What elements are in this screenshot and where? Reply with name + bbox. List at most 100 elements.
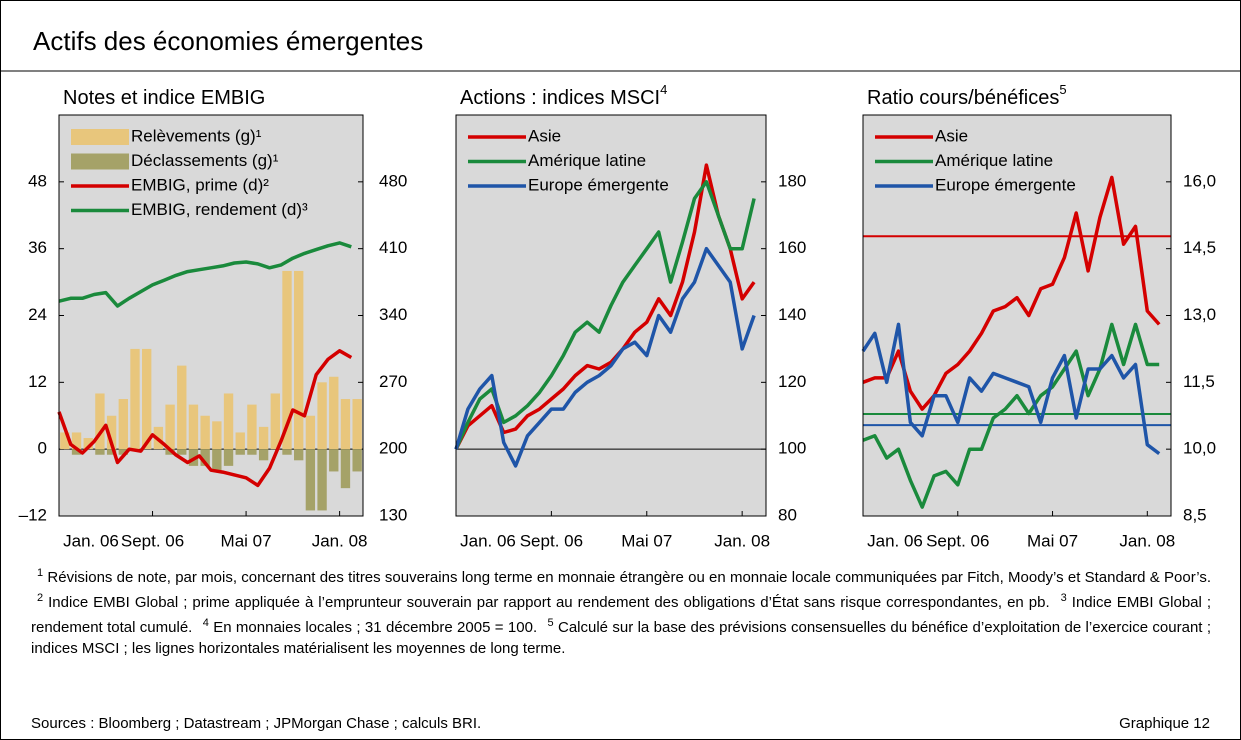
bar	[130, 348, 140, 450]
legend-label: Déclassements (g)¹	[131, 151, 279, 170]
legend-label: Europe émergente	[528, 175, 669, 194]
bar	[352, 449, 362, 472]
legend-label: Amérique latine	[935, 151, 1053, 170]
y-tick-label: 14,5	[1183, 238, 1216, 257]
bar	[282, 449, 292, 455]
y-tick-label: 48	[28, 171, 47, 190]
x-tick-label: Jan. 08	[312, 531, 368, 550]
sources: Sources : Bloomberg ; Datastream ; JPMor…	[31, 715, 482, 732]
bar	[71, 449, 82, 455]
legend-label: Amérique latine	[528, 151, 646, 170]
bar	[223, 393, 234, 450]
bar	[258, 449, 269, 461]
y-tick-label: 24	[28, 305, 47, 324]
bar	[247, 404, 257, 450]
x-tick-label: Sept. 06	[121, 531, 184, 550]
legend-label: Asie	[935, 126, 968, 145]
y2-tick-label: 130	[379, 505, 407, 524]
bar	[282, 270, 292, 450]
y-tick-label: 13,0	[1183, 305, 1216, 324]
bar	[165, 404, 175, 450]
line	[454, 180, 756, 450]
line	[862, 322, 1160, 509]
bar	[188, 404, 199, 450]
y-tick-label: 36	[28, 238, 47, 257]
x-tick-label: Mai 07	[221, 531, 272, 550]
bar	[212, 421, 222, 450]
y-tick-label: –12	[19, 505, 47, 524]
bar	[317, 449, 327, 511]
y-tick-label: 180	[778, 171, 806, 190]
footnote-text: Indice EMBI Global ; rendement total cum…	[31, 594, 1212, 636]
panel-title: Actions : indices MSCI4	[460, 82, 667, 109]
y-tick-label: 0	[38, 439, 47, 458]
footnote-text: Calculé sur la base des prévisions conse…	[31, 619, 1212, 657]
y2-tick-label: 270	[379, 372, 407, 391]
bar	[177, 365, 187, 450]
plot-frame	[862, 114, 1172, 517]
bar	[317, 382, 327, 450]
line	[58, 241, 352, 308]
bar	[235, 432, 245, 450]
footnotes: 1 Révisions de note, par mois, concernan…	[31, 563, 1211, 659]
legend-label: EMBIG, rendement (d)³	[131, 200, 308, 219]
y2-tick-label: 340	[379, 305, 407, 324]
plot-area	[863, 115, 1171, 516]
y2-tick-label: 410	[379, 238, 407, 257]
x-tick-label: Jan. 06	[867, 531, 923, 550]
y2-tick-label: 200	[379, 439, 407, 458]
y-tick-label: 120	[778, 372, 806, 391]
bar	[329, 376, 339, 450]
line	[861, 322, 1161, 456]
x-tick-label: Jan. 06	[460, 531, 516, 550]
x-tick-label: Mai 07	[1027, 531, 1078, 550]
bar	[294, 449, 304, 461]
y2-tick-label: 480	[379, 171, 407, 190]
legend-label: EMBIG, prime (d)²	[131, 175, 269, 194]
x-tick-label: Sept. 06	[520, 531, 583, 550]
plot-frame	[455, 114, 767, 517]
bar	[305, 449, 316, 511]
bar	[305, 415, 316, 450]
x-tick-label: Sept. 06	[926, 531, 989, 550]
bar	[340, 449, 351, 489]
footnote-number: 4	[202, 617, 209, 629]
bar	[106, 449, 117, 455]
panel-title: Notes et indice EMBIG	[63, 87, 265, 109]
footnote-number: 2	[37, 592, 44, 604]
bar	[223, 449, 234, 466]
footnote-text: En monnaies locales ; 31 décembre 2005 =…	[213, 619, 538, 636]
legend-label: Asie	[528, 126, 561, 145]
legend-label: Europe émergente	[935, 175, 1076, 194]
x-tick-label: Jan. 06	[63, 531, 119, 550]
line	[862, 175, 1161, 411]
y-tick-label: 11,5	[1183, 372, 1215, 391]
y-tick-label: 100	[778, 439, 806, 458]
y-tick-label: 8,5	[1183, 505, 1207, 524]
chart-number: Graphique 12	[1119, 715, 1210, 732]
panel-title: Ratio cours/bénéfices5	[867, 82, 1067, 109]
x-tick-label: Jan. 08	[714, 531, 770, 550]
bar	[142, 348, 152, 450]
line	[454, 246, 756, 468]
x-tick-label: Jan. 08	[1119, 531, 1175, 550]
bar	[212, 449, 222, 472]
line	[57, 349, 353, 488]
line	[454, 163, 756, 450]
bar	[83, 438, 93, 450]
bar	[247, 449, 257, 455]
legend-label: Relèvements (g)¹	[131, 126, 262, 145]
bar	[95, 449, 105, 455]
bar	[294, 270, 304, 450]
x-tick-label: Mai 07	[621, 531, 672, 550]
bar	[177, 449, 187, 455]
bar	[118, 399, 128, 450]
bar	[60, 432, 70, 450]
bar	[329, 449, 339, 472]
footnote-number: 1	[37, 567, 44, 579]
bar	[118, 449, 128, 455]
legend-swatch	[71, 153, 129, 170]
bar	[340, 399, 351, 450]
chart: Actifs des économies émergentes Notes et…	[1, 26, 1240, 550]
